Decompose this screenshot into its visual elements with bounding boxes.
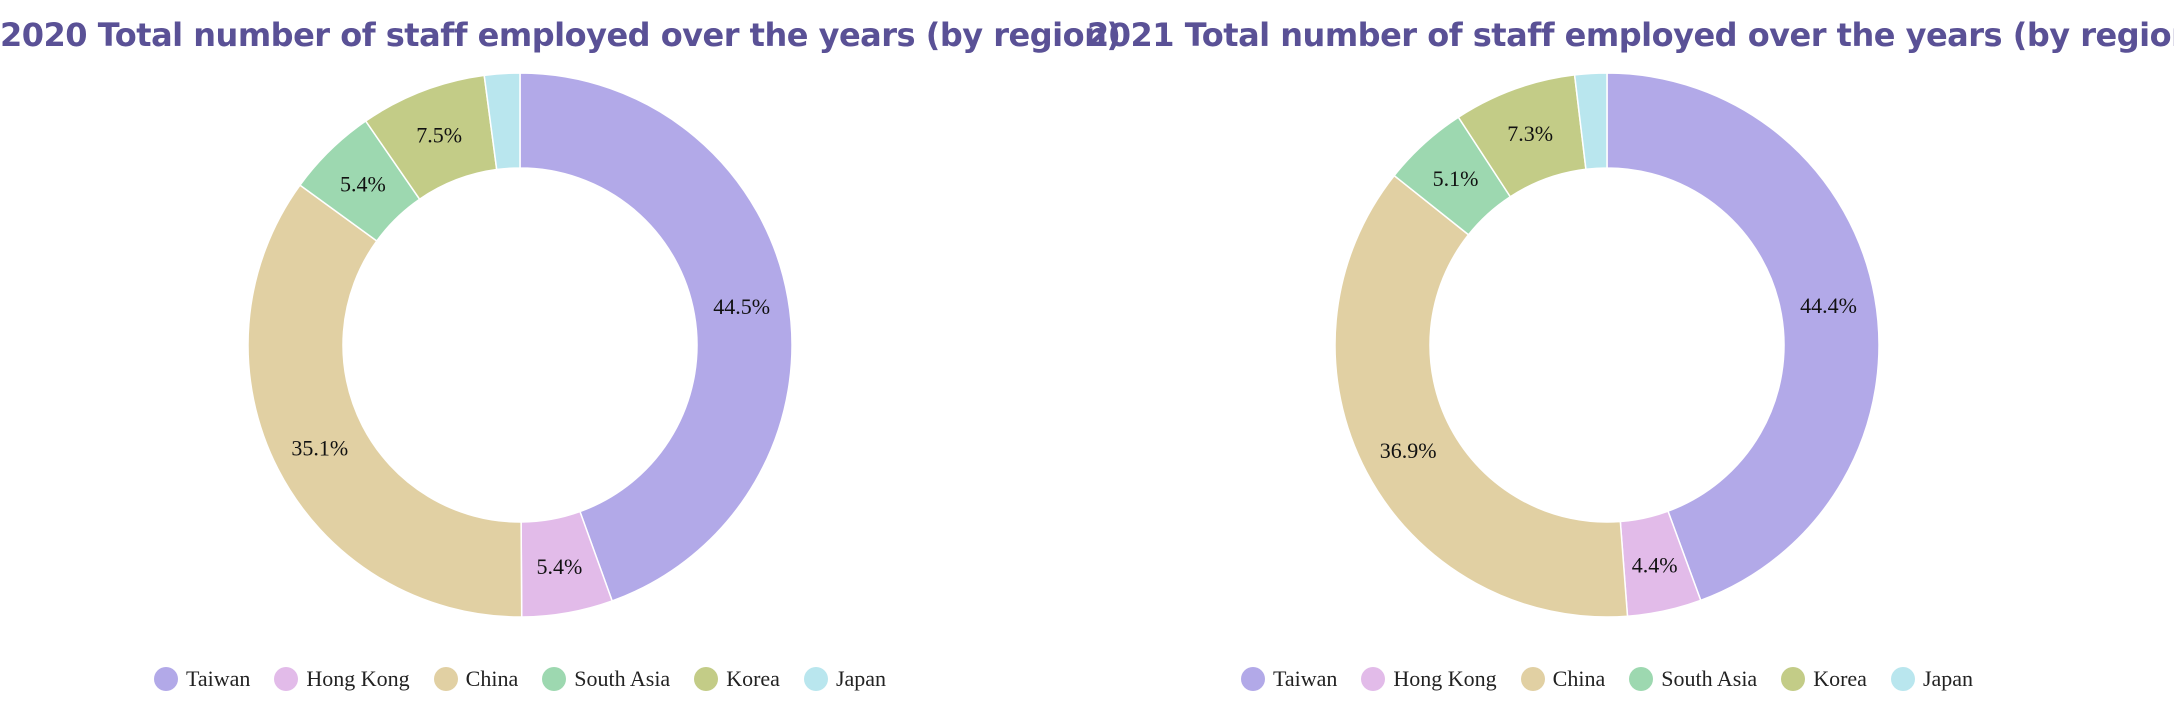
legend-swatch — [1240, 667, 1265, 691]
legend-label: Japan — [1922, 666, 1974, 691]
chart-panel-2020: 2020 Total number of staff employed over… — [0, 16, 1121, 692]
data-label-taiwan: 44.4% — [1800, 293, 1857, 318]
legend-item-south-asia: South Asia — [1629, 666, 1757, 692]
chart-title: 2020 Total number of staff employed over… — [0, 16, 1121, 54]
legend-item-japan: Japan — [803, 666, 887, 692]
slice-china — [247, 184, 523, 618]
legend-label: Korea — [1813, 666, 1867, 691]
data-label-korea: 7.3% — [1507, 121, 1553, 146]
legend-swatch — [1629, 667, 1654, 691]
legend-label: Japan — [835, 666, 887, 691]
donut-chart: 44.5% 5.4% 35.1% 5.4% 7.5% — [247, 72, 793, 618]
legend-item-china: China — [1520, 666, 1606, 692]
legend-label: China — [1552, 666, 1606, 691]
legend-label: South Asia — [1661, 666, 1758, 691]
legend-item-south-asia: South Asia — [542, 666, 670, 692]
legend: Taiwan Hong Kong China South Asia Korea Japan — [0, 666, 1040, 692]
legend-item-korea: Korea — [694, 666, 780, 692]
legend-label: South Asia — [574, 666, 671, 691]
slice-japan — [483, 72, 521, 171]
legend-label: Taiwan — [185, 666, 251, 691]
slice-japan — [1573, 72, 1608, 171]
legend-item-japan: Japan — [1890, 666, 1974, 692]
donut-chart: 44.4% 4.4% 36.9% 5.1% 7.3% — [1334, 72, 1880, 618]
slice-taiwan — [1606, 72, 1880, 602]
legend-swatch — [803, 667, 828, 691]
data-label-china: 35.1% — [291, 435, 348, 460]
legend-swatch — [274, 667, 299, 691]
data-label-hong-kong: 5.4% — [536, 554, 582, 579]
legend-item-china: China — [433, 666, 519, 692]
legend-swatch — [153, 667, 178, 691]
legend-swatch — [1361, 667, 1386, 691]
legend-label: China — [465, 666, 519, 691]
legend-swatch — [1890, 667, 1915, 691]
slice-taiwan — [519, 72, 793, 602]
data-label-hong-kong: 4.4% — [1632, 552, 1678, 577]
legend-swatch — [433, 667, 458, 691]
data-label-korea: 7.5% — [416, 123, 462, 148]
legend-swatch — [1520, 667, 1545, 691]
legend-item-korea: Korea — [1781, 666, 1867, 692]
legend-item-hong-kong: Hong Kong — [274, 666, 410, 692]
legend-item-taiwan: Taiwan — [1240, 666, 1338, 692]
legend-swatch — [542, 667, 567, 691]
data-label-china: 36.9% — [1380, 438, 1437, 463]
legend-item-taiwan: Taiwan — [153, 666, 251, 692]
legend: Taiwan Hong Kong China South Asia Korea Japan — [1087, 666, 2127, 692]
legend-label: Korea — [726, 666, 780, 691]
legend-label: Taiwan — [1272, 666, 1338, 691]
legend-label: Hong Kong — [1393, 666, 1497, 691]
legend-swatch — [1781, 667, 1806, 691]
data-label-south-asia: 5.4% — [340, 171, 386, 196]
chart-panel-2021: 2021 Total number of staff employed over… — [1087, 0, 2174, 720]
chart-title: 2021 Total number of staff employed over… — [1087, 16, 2174, 54]
data-label-taiwan: 44.5% — [713, 294, 770, 319]
legend-label: Hong Kong — [306, 666, 410, 691]
legend-item-hong-kong: Hong Kong — [1361, 666, 1497, 692]
legend-swatch — [694, 667, 719, 691]
data-label-south-asia: 5.1% — [1433, 166, 1479, 191]
slice-china — [1334, 174, 1629, 618]
